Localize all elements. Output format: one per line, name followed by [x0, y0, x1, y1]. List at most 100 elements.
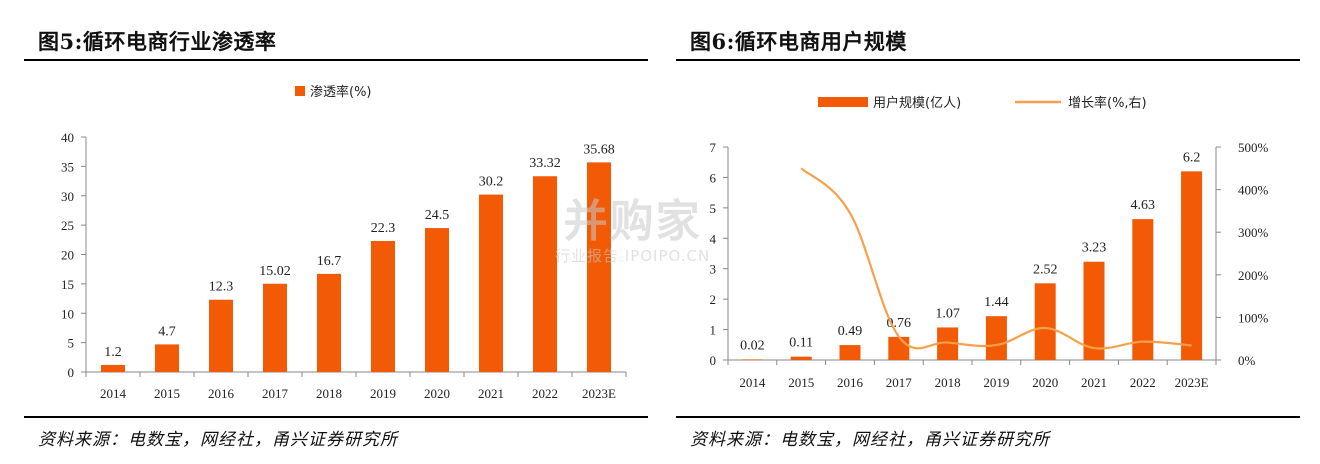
x-tick-label: 2019 — [983, 375, 1009, 390]
y-tick-label: 7 — [710, 140, 717, 155]
bar-2016 — [209, 299, 233, 372]
bar-2020 — [1034, 283, 1056, 360]
figure-6-panel: 图6:循环电商用户规模 用户规模(亿人) 增长率(%,右) 0 1 2 3 4 5 6 7 0% 10… — [676, 0, 1300, 464]
bar-2022 — [533, 176, 557, 372]
data-label-2023E: 35.68 — [583, 142, 615, 157]
x-tick-label: 2016 — [208, 386, 235, 401]
source-rule — [24, 416, 648, 418]
x-tick-label: 2020 — [1032, 375, 1058, 390]
figure-6-source: 资料来源：电数宝，网经社，甬兴证券研究所 — [690, 430, 1050, 450]
penetration-rate-chart: 渗透率(%) 0 5 10 15 20 25 30 35 40 2014 1.2 2015 4.7 2016… — [61, 84, 627, 401]
bar-2022 — [1132, 219, 1154, 360]
legend-swatch-users — [818, 97, 868, 107]
bar-2014 — [741, 359, 763, 360]
data-label-2018: 16.7 — [317, 254, 342, 269]
figure-5-title: 图5:循环电商行业渗透率 — [38, 29, 277, 54]
x-tick-label: 2018 — [935, 375, 961, 390]
y2-tick-label: 100% — [1238, 310, 1269, 325]
figure-6-title: 图6:循环电商用户规模 — [690, 29, 907, 54]
data-label-2016: 0.49 — [838, 324, 863, 339]
y-tick-label: 4 — [710, 231, 717, 246]
data-label-2014: 1.2 — [104, 345, 122, 360]
title-rule — [676, 59, 1300, 61]
y-tick-label: 3 — [710, 262, 717, 277]
x-tick-label: 2021 — [478, 386, 504, 401]
bar-2017 — [263, 283, 287, 372]
y2-tick-label: 300% — [1238, 225, 1269, 240]
x-tick-label: 2022 — [1130, 375, 1156, 390]
x-tick-label: 2014 — [100, 386, 127, 401]
x-tick-label: 2018 — [316, 386, 342, 401]
legend-swatch-penetration — [295, 86, 305, 96]
data-label-2017: 15.02 — [259, 264, 291, 279]
x-tick-label: 2015 — [154, 386, 180, 401]
y-tick-label: 5 — [710, 201, 717, 216]
x-tick-label: 2015 — [788, 375, 814, 390]
bar-2015 — [155, 344, 179, 372]
x-tick-label: 2021 — [1081, 375, 1107, 390]
x-tick-label: 2014 — [739, 375, 766, 390]
bar-2021 — [1083, 261, 1105, 360]
growth-rate-line — [800, 167, 1192, 350]
data-label-2021: 3.23 — [1082, 241, 1107, 256]
x-tick-label: 2023E — [1175, 375, 1209, 390]
y-tick-label: 40 — [61, 130, 74, 145]
data-label-2022: 33.32 — [529, 156, 561, 171]
bar-2023E — [587, 162, 611, 372]
source-rule — [676, 416, 1300, 418]
y-tick-label: 2 — [710, 292, 717, 307]
x-tick-label: 2016 — [837, 375, 864, 390]
figure-5-source: 资料来源：电数宝，网经社，甬兴证券研究所 — [38, 430, 398, 450]
y-tick-label: 35 — [61, 159, 74, 174]
bar-2019 — [985, 316, 1007, 360]
bar-2017 — [888, 336, 910, 360]
y2-tick-label: 0% — [1238, 353, 1256, 368]
legend-label-penetration: 渗透率(%) — [310, 84, 372, 100]
bar-2016 — [839, 345, 861, 360]
x-tick-label: 2017 — [262, 386, 289, 401]
data-label-2019: 1.44 — [984, 295, 1009, 310]
legend-label-users: 用户规模(亿人) — [873, 95, 961, 111]
data-label-2023E: 6.2 — [1183, 150, 1201, 165]
data-label-2015: 0.11 — [789, 336, 813, 351]
bar-2021 — [479, 194, 503, 372]
x-tick-label: 2023E — [582, 386, 616, 401]
data-label-2022: 4.63 — [1131, 198, 1156, 213]
y-tick-label: 5 — [68, 336, 75, 351]
bar-2018 — [317, 273, 341, 372]
data-label-2020: 24.5 — [425, 208, 450, 223]
y-tick-label: 10 — [61, 306, 74, 321]
y2-tick-label: 500% — [1238, 140, 1269, 155]
data-label-2018: 1.07 — [935, 306, 960, 321]
y-tick-label: 15 — [61, 277, 74, 292]
x-tick-label: 2022 — [532, 386, 558, 401]
y2-tick-label: 400% — [1238, 183, 1269, 198]
y-tick-label: 0 — [68, 365, 75, 380]
bar-2018 — [937, 327, 959, 360]
y-tick-label: 25 — [61, 218, 74, 233]
data-label-2019: 22.3 — [371, 221, 396, 236]
x-tick-label: 2019 — [370, 386, 396, 401]
y-tick-label: 30 — [61, 189, 74, 204]
data-label-2015: 4.7 — [158, 324, 176, 339]
data-label-2014: 0.02 — [740, 338, 765, 353]
figure-5-panel: 图5:循环电商行业渗透率 渗透率(%) 0 5 10 15 20 25 30 35 40 2014 1… — [24, 0, 648, 464]
user-scale-chart: 用户规模(亿人) 增长率(%,右) 0 1 2 3 4 5 6 7 0% 100% 200% 300% 40… — [710, 95, 1269, 390]
y-tick-label: 6 — [710, 170, 717, 185]
y-tick-label: 0 — [710, 353, 717, 368]
data-label-2016: 12.3 — [209, 280, 234, 295]
x-tick-label: 2017 — [886, 375, 913, 390]
x-tick-label: 2020 — [424, 386, 450, 401]
y-tick-label: 1 — [710, 323, 717, 338]
title-rule — [24, 59, 648, 61]
legend-label-growth: 增长率(%,右) — [1068, 95, 1147, 111]
y2-tick-label: 200% — [1238, 268, 1269, 283]
bar-2023E — [1181, 171, 1203, 360]
bar-2019 — [371, 240, 395, 372]
data-label-2021: 30.2 — [479, 175, 504, 190]
bar-2014 — [101, 364, 125, 372]
data-label-2020: 2.52 — [1033, 262, 1058, 277]
y-tick-label: 20 — [61, 248, 74, 263]
bar-2020 — [425, 228, 449, 372]
bar-2015 — [790, 356, 812, 360]
